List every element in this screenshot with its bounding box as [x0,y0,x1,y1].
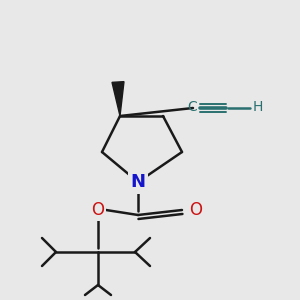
Polygon shape [112,82,124,116]
Text: O: O [190,201,202,219]
Text: N: N [130,173,146,191]
Text: C: C [187,100,197,114]
Text: O: O [92,201,104,219]
Text: H: H [253,100,263,114]
